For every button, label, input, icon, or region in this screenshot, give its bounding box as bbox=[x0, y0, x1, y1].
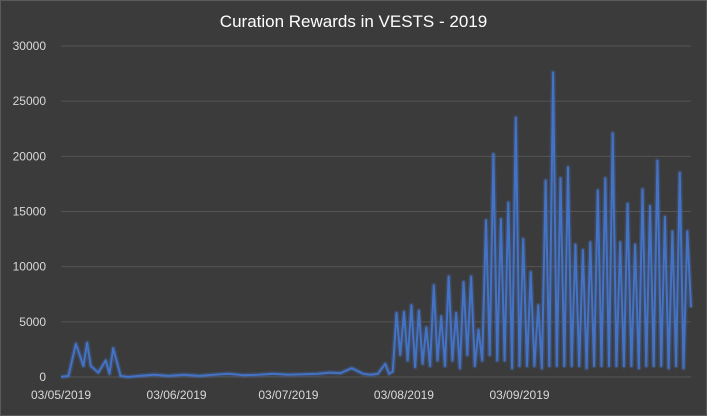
x-tick-label: 03/06/2019 bbox=[147, 388, 207, 402]
y-tick-label: 25000 bbox=[13, 94, 47, 108]
x-tick-label: 03/07/2019 bbox=[258, 388, 318, 402]
y-tick-label: 15000 bbox=[13, 205, 47, 219]
y-tick-label: 20000 bbox=[13, 149, 47, 163]
x-axis-ticks: 03/05/2019 03/06/2019 03/07/2019 03/08/2019… bbox=[31, 388, 550, 402]
x-tick-label: 03/05/2019 bbox=[31, 388, 91, 402]
grid-layer bbox=[61, 45, 691, 378]
y-tick-label: 30000 bbox=[13, 39, 47, 53]
y-tick-label: 5000 bbox=[19, 315, 46, 329]
x-tick-label: 03/08/2019 bbox=[374, 388, 434, 402]
y-tick-label: 0 bbox=[39, 370, 46, 384]
series-layer bbox=[60, 70, 694, 380]
series-line bbox=[60, 71, 692, 378]
y-tick-label: 10000 bbox=[13, 260, 47, 274]
chart-title: Curation Rewards in VESTS - 2019 bbox=[219, 12, 488, 31]
y-axis-ticks: 0 5000 10000 15000 20000 25000 30000 bbox=[13, 39, 47, 384]
x-tick-label: 03/09/2019 bbox=[489, 388, 549, 402]
